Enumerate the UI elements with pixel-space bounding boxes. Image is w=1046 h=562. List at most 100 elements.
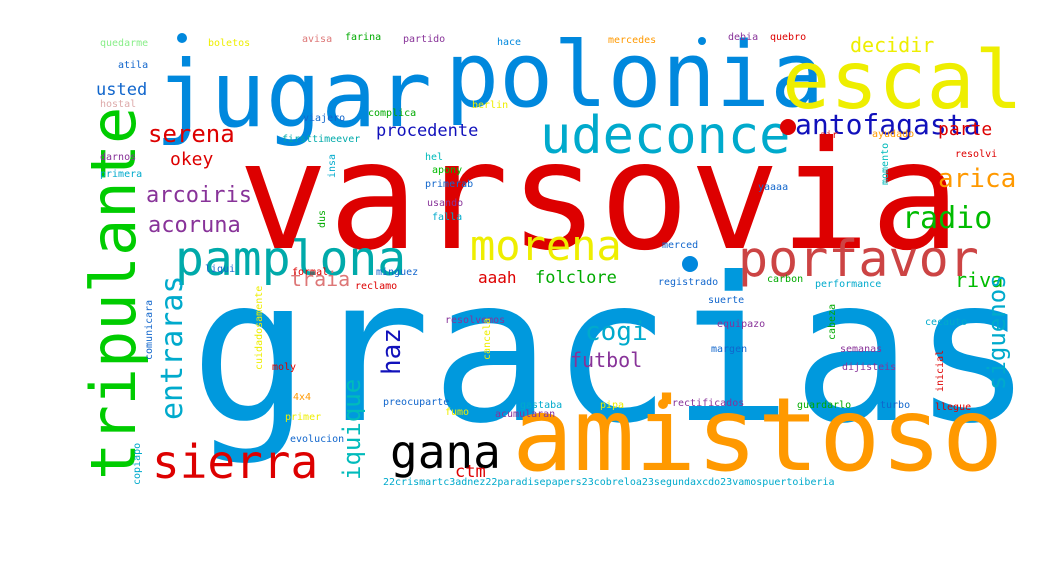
cloud-word: liqui bbox=[205, 264, 235, 275]
cloud-dot bbox=[658, 399, 668, 409]
cloud-word: iquique bbox=[338, 379, 366, 480]
cloud-word: darnos bbox=[100, 152, 136, 163]
cloud-word: dus bbox=[317, 210, 328, 228]
cloud-word: fumo bbox=[445, 407, 469, 418]
cloud-word: hel bbox=[425, 152, 443, 163]
cloud-word: resolvi bbox=[955, 149, 997, 160]
cloud-word: boletos bbox=[208, 38, 250, 49]
cloud-word: hace bbox=[497, 37, 521, 48]
cloud-word: radio bbox=[902, 201, 992, 236]
cloud-word: entraras bbox=[155, 276, 190, 421]
cloud-word: okey bbox=[170, 149, 214, 170]
cloud-word: cancela bbox=[482, 318, 493, 360]
cloud-word: reclamo bbox=[355, 281, 397, 292]
cloud-word: preocuparte bbox=[383, 397, 449, 408]
cloud-word: serena bbox=[148, 120, 235, 148]
cloud-word: mercedes bbox=[608, 35, 656, 46]
cloud-word: copiapo bbox=[132, 443, 143, 485]
cloud-word: suerte bbox=[708, 295, 744, 306]
cloud-word: udeconce bbox=[540, 106, 790, 166]
cloud-word: acoruna bbox=[148, 213, 241, 238]
cloud-word: partido bbox=[403, 34, 445, 45]
cloud-word: gastaba bbox=[520, 400, 562, 411]
cloud-word: berlin bbox=[472, 100, 508, 111]
cloud-word: decidir bbox=[850, 33, 934, 57]
cloud-word: registrado bbox=[658, 277, 718, 288]
cloud-word: inicial bbox=[935, 350, 946, 392]
cloud-word: aaah bbox=[478, 268, 517, 287]
cloud-word: arcoiris bbox=[146, 183, 252, 208]
cloud-word: farina bbox=[345, 32, 381, 43]
cloud-word: firsttimeever bbox=[282, 134, 360, 145]
cloud-word: semanas bbox=[840, 344, 882, 355]
cloud-word: momento bbox=[880, 143, 891, 185]
cloud-word: futbol bbox=[570, 348, 642, 372]
cloud-word: riva bbox=[955, 268, 1003, 292]
cloud-word: usted bbox=[96, 80, 147, 100]
cloud-dot bbox=[682, 256, 698, 272]
cloud-word: cabeza bbox=[827, 304, 838, 340]
cloud-word: cuidadosamente bbox=[254, 286, 265, 370]
cloud-word: guardarlo bbox=[797, 400, 851, 411]
cloud-word: formal bbox=[292, 267, 328, 278]
cloud-word: evolucion bbox=[290, 434, 344, 445]
cloud-dot bbox=[698, 37, 706, 45]
cloud-word: avisa bbox=[302, 34, 332, 45]
cloud-word: usando bbox=[427, 198, 463, 209]
cloud-word: gana bbox=[390, 425, 501, 479]
cloud-word: antofagasta bbox=[795, 108, 980, 141]
cloud-word: minguez bbox=[376, 267, 418, 278]
cloud-word: atila bbox=[118, 60, 148, 71]
cloud-word: pamplona bbox=[175, 231, 406, 287]
cloud-word: ctm bbox=[455, 462, 486, 482]
cloud-word: arica bbox=[938, 164, 1016, 194]
cloud-word: hostal bbox=[100, 99, 136, 110]
cloud-word: dijisteis bbox=[842, 362, 896, 373]
cloud-dot bbox=[177, 33, 187, 43]
cloud-word: haz bbox=[377, 328, 407, 375]
cloud-word: ayudado bbox=[872, 129, 914, 140]
cloud-word: porfavor bbox=[738, 230, 979, 288]
cloud-word: cogi bbox=[585, 317, 648, 347]
cloud-word: primera bbox=[100, 169, 142, 180]
cloud-word: varsovia bbox=[238, 110, 960, 284]
cloud-word: traia bbox=[290, 267, 350, 291]
cloud-word: turbo bbox=[880, 400, 910, 411]
cloud-word: moly bbox=[272, 362, 296, 373]
cloud-word: insa bbox=[327, 154, 338, 178]
cloud-word: 4x4 bbox=[293, 392, 311, 403]
cloud-word: acumularan bbox=[495, 409, 555, 420]
cloud-word: folclore bbox=[535, 268, 617, 288]
cloud-word: falla bbox=[432, 212, 462, 223]
cloud-word: parte bbox=[938, 119, 992, 140]
cloud-word: margen bbox=[711, 344, 747, 355]
cloud-word: equipazo bbox=[717, 319, 765, 330]
cloud-word: quebro bbox=[770, 32, 806, 43]
cloud-word: siguenos bbox=[983, 274, 1011, 390]
cloud-word: comunicara bbox=[144, 300, 155, 360]
cloud-word: merced bbox=[662, 240, 698, 251]
cloud-word: cecauto bbox=[925, 317, 967, 328]
cloud-word: viajero bbox=[303, 113, 345, 124]
cloud-word: primerab bbox=[425, 179, 473, 190]
cloud-word: pipa bbox=[600, 400, 624, 411]
cloud-word: polonia bbox=[445, 23, 824, 128]
cloud-word: rectificados bbox=[672, 398, 744, 409]
cloud-word: carbon bbox=[767, 274, 803, 285]
cloud-word: apony bbox=[432, 165, 462, 176]
cloud-word: procedente bbox=[376, 121, 478, 141]
cloud-word: debia bbox=[728, 32, 758, 43]
cloud-word: escal bbox=[782, 34, 1023, 127]
cloud-word: performance bbox=[815, 279, 881, 290]
cloud-word: gracias bbox=[190, 235, 1033, 468]
cloud-word: amistoso bbox=[512, 376, 1003, 495]
cloud-word: 22crismartc3adnez22paradisepapers23cobre… bbox=[383, 477, 835, 488]
cloud-word: sierra bbox=[152, 435, 318, 489]
cloud-word: quedarme bbox=[100, 38, 148, 49]
cloud-word: tripulante bbox=[77, 107, 150, 480]
cloud-word: morena bbox=[470, 221, 622, 270]
cloud-word: primer bbox=[285, 412, 321, 423]
cloud-word: llegue bbox=[935, 402, 971, 413]
cloud-word: complica bbox=[368, 108, 416, 119]
